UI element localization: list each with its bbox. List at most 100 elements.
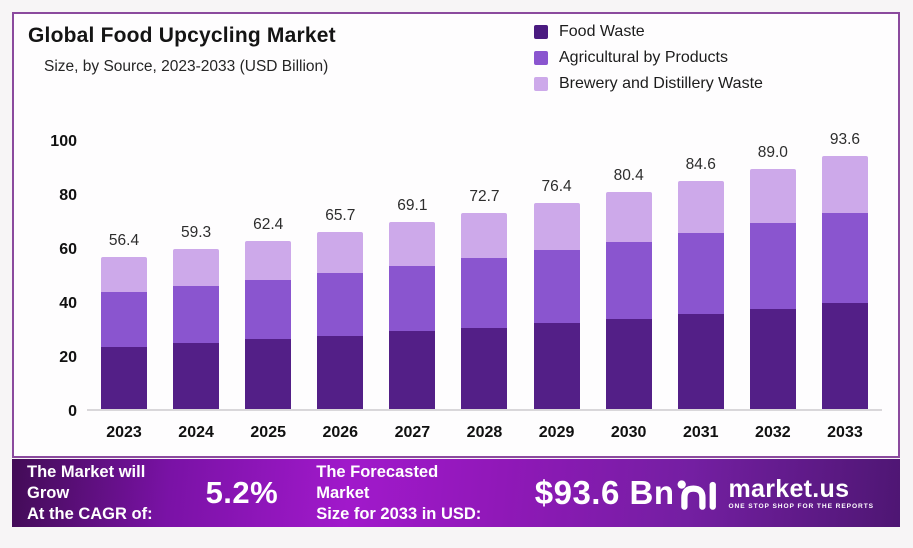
- y-tick-60: 60: [59, 241, 77, 258]
- y-tick-100: 100: [50, 133, 77, 150]
- bar-segment-brewery-and-distillery-waste: [101, 256, 147, 292]
- bar-segment-food-waste: [245, 339, 292, 409]
- bar-segment-food-waste: [821, 303, 868, 409]
- cagr-value: 5.2%: [205, 475, 279, 510]
- forecast-label-line2: Size for 2033 in USD:: [316, 504, 482, 523]
- bar-segment-brewery-and-distillery-waste: [605, 191, 652, 242]
- legend-label: Food Waste: [559, 23, 645, 40]
- forecast-label-line1: The Forecasted Market: [316, 462, 439, 502]
- bar-segment-agricultural-by-products: [749, 223, 796, 309]
- footer-banner: The Market will Grow At the CAGR of: 5.2…: [12, 459, 900, 527]
- bar-segment-food-waste: [389, 331, 436, 409]
- bar-2033: 93.6: [821, 131, 868, 409]
- bar-2024: 59.3: [173, 224, 220, 409]
- cagr-label-line1: The Market will Grow: [27, 462, 146, 502]
- cagr-label: The Market will Grow At the CAGR of:: [27, 462, 184, 525]
- y-axis: 0 20 40 60 80 100: [14, 134, 77, 420]
- bar-segment-agricultural-by-products: [533, 250, 580, 324]
- bar-2031: 84.6: [677, 156, 724, 409]
- x-label-2032: 2032: [755, 424, 791, 441]
- bar-2029: 76.4: [533, 178, 580, 409]
- bar-segment-brewery-and-distillery-waste: [677, 180, 724, 234]
- x-label-2029: 2029: [538, 424, 575, 441]
- bar-total-label: 93.6: [829, 131, 861, 149]
- bar-total-label: 69.1: [397, 197, 428, 215]
- brand-name: market.us: [728, 474, 850, 503]
- bar-segment-agricultural-by-products: [605, 241, 652, 319]
- cagr-label-line2: At the CAGR of:: [27, 504, 153, 523]
- x-axis-labels: 2023 2024 2025 2026 2027 2028 2029 2030 2031 2032…: [87, 424, 882, 442]
- x-label-2028: 2028: [466, 424, 503, 441]
- bar-total-label: 56.4: [108, 231, 140, 249]
- bar-total-label: 62.4: [253, 215, 284, 233]
- legend-label: Agricultural by Products: [559, 49, 728, 66]
- bar-2023: 56.4: [101, 232, 147, 409]
- bar-segment-food-waste: [173, 343, 220, 409]
- x-label-2033: 2033: [827, 424, 863, 441]
- bar-segment-brewery-and-distillery-waste: [389, 222, 436, 266]
- bar-segment-agricultural-by-products: [245, 279, 292, 340]
- legend-item-brewery-and-distillery-waste: Brewery and Distillery Waste: [534, 75, 763, 93]
- market-us-icon: [678, 480, 717, 510]
- y-tick-80: 80: [59, 187, 77, 204]
- bar-segment-food-waste: [101, 346, 147, 409]
- title-block: Global Food Upcycling Market Size, by So…: [28, 24, 336, 76]
- bar-total-label: 80.4: [613, 166, 644, 184]
- bar-segment-brewery-and-distillery-waste: [173, 248, 220, 287]
- bar-total-label: 72.7: [469, 187, 500, 205]
- brand-tagline: ONE STOP SHOP FOR THE REPORTS: [728, 502, 874, 510]
- bar-segment-agricultural-by-products: [317, 273, 364, 336]
- x-label-2027: 2027: [394, 424, 431, 441]
- legend-swatch-food-waste: [534, 25, 548, 39]
- bar-segment-agricultural-by-products: [101, 291, 147, 347]
- bar-segment-agricultural-by-products: [389, 265, 436, 332]
- bar-segment-agricultural-by-products: [821, 213, 868, 304]
- bar-segment-agricultural-by-products: [677, 233, 724, 314]
- legend-item-food-waste: Food Waste: [534, 23, 763, 41]
- bar-2025: 62.4: [245, 216, 292, 409]
- legend: Food Waste Agricultural by Products Brewer…: [534, 23, 763, 101]
- legend-label: Brewery and Distillery Waste: [559, 75, 763, 92]
- x-label-2024: 2024: [178, 424, 214, 441]
- bar-2028: 72.7: [461, 188, 508, 409]
- brand-text: market.us ONE STOP SHOP FOR THE REPORTS: [728, 474, 874, 510]
- bar-segment-food-waste: [317, 335, 364, 409]
- bar-segment-brewery-and-distillery-waste: [245, 240, 292, 280]
- y-tick-20: 20: [59, 349, 77, 366]
- bar-total-label: 65.7: [325, 206, 356, 224]
- bar-total-label: 59.3: [181, 223, 212, 241]
- legend-item-agricultural-by-products: Agricultural by Products: [534, 49, 763, 67]
- x-label-2031: 2031: [682, 424, 719, 441]
- bar-segment-brewery-and-distillery-waste: [317, 231, 364, 274]
- bar-segment-brewery-and-distillery-waste: [749, 168, 796, 224]
- chart-subtitle: Size, by Source, 2023-2033 (USD Billion): [44, 58, 329, 75]
- forecast-value: $93.6 Bn: [534, 474, 675, 511]
- bar-segment-food-waste: [533, 323, 580, 409]
- forecast-label: The Forecasted Market Size for 2033 in U…: [316, 462, 487, 525]
- x-label-2025: 2025: [250, 424, 286, 441]
- bar-2027: 69.1: [389, 197, 436, 409]
- bar-segment-agricultural-by-products: [461, 258, 508, 328]
- chart-title: Global Food Upcycling Market: [28, 24, 336, 47]
- x-label-2030: 2030: [610, 424, 647, 441]
- x-label-2023: 2023: [106, 424, 142, 441]
- bar-segment-food-waste: [461, 327, 508, 409]
- bar-segment-food-waste: [749, 308, 796, 409]
- bar-2032: 89.0: [749, 144, 796, 409]
- bar-segment-food-waste: [677, 313, 724, 409]
- plot-area: 56.4 59.3 62.4 65.7 69.1 72.7 76.4 80.4 84.6 89.0…: [87, 131, 882, 411]
- legend-swatch-brewery-and-distillery-waste: [534, 77, 548, 91]
- brand-logo: market.us ONE STOP SHOP FOR THE REPORTS: [674, 474, 874, 512]
- bar-2030: 80.4: [605, 167, 652, 409]
- y-tick-0: 0: [68, 403, 77, 420]
- bar-segment-brewery-and-distillery-waste: [461, 212, 508, 259]
- y-tick-40: 40: [59, 295, 77, 312]
- chart-frame: Global Food Upcycling Market Size, by So…: [12, 12, 900, 458]
- bar-total-label: 84.6: [685, 155, 716, 173]
- x-label-2026: 2026: [322, 424, 359, 441]
- bar-total-label: 76.4: [541, 177, 572, 195]
- bar-segment-agricultural-by-products: [173, 286, 220, 344]
- bar-2026: 65.7: [317, 207, 364, 409]
- legend-swatch-agricultural-by-products: [534, 51, 548, 65]
